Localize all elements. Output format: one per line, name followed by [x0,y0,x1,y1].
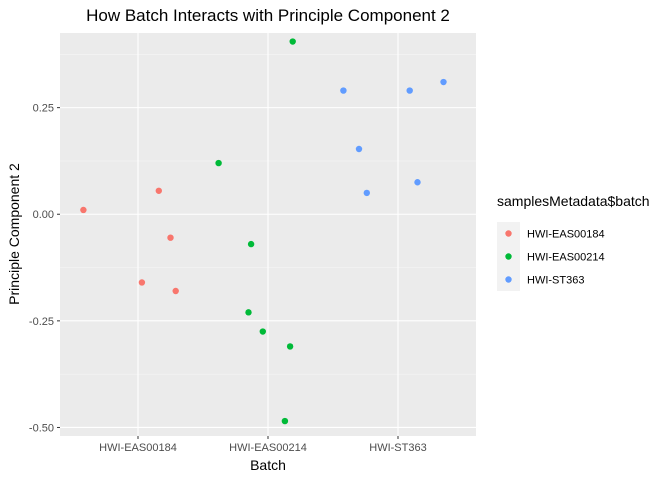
legend-title: samplesMetadata$batch [497,193,650,209]
legend-label: HWI-EAS00184 [527,229,605,241]
data-point [155,187,162,194]
data-point [138,279,146,286]
legend-label: HWI-ST363 [527,275,584,287]
y-axis-ticks: -0.50 -0.25 0.00 0.25 [29,103,60,434]
data-point [406,87,413,94]
legend-marker [505,276,512,283]
legend-items: HWI-EAS00184 HWI-EAS00214 HWI-ST363 [497,222,605,291]
data-point [259,328,266,335]
data-point [363,189,370,197]
data-point [286,343,294,350]
data-point [215,159,222,167]
data-point [340,87,347,94]
y-tick-label: 0.00 [33,209,54,221]
grid-major [60,33,476,436]
data-point [80,206,87,214]
y-tick-label: -0.50 [29,422,54,434]
chart-title: How Batch Interacts with Principle Compo… [86,6,450,25]
x-axis-ticks: HWI-EAS00184 HWI-EAS00214 HWI-ST363 [99,436,427,454]
legend: samplesMetadata$batch HWI-EAS00184HWI-EA… [497,193,650,291]
data-point [355,145,363,153]
y-tick-label: -0.25 [29,316,54,328]
x-tick-label: HWI-EAS00184 [99,442,177,454]
legend-marker [505,230,512,237]
data-point [245,309,252,316]
data-point [414,179,421,186]
data-point [167,234,174,241]
legend-label: HWI-EAS00214 [527,252,605,264]
data-points [80,38,447,425]
x-axis-title: Batch [250,457,286,473]
x-tick-label: HWI-ST363 [369,442,426,454]
y-axis-title: Principle Component 2 [6,163,22,305]
data-point [289,38,296,45]
x-tick-label: HWI-EAS00214 [229,442,307,454]
data-point [247,240,255,248]
data-point [440,78,447,86]
legend-marker [505,253,512,260]
data-point [281,417,289,425]
y-tick-label: 0.25 [33,103,54,115]
data-point [172,287,179,295]
